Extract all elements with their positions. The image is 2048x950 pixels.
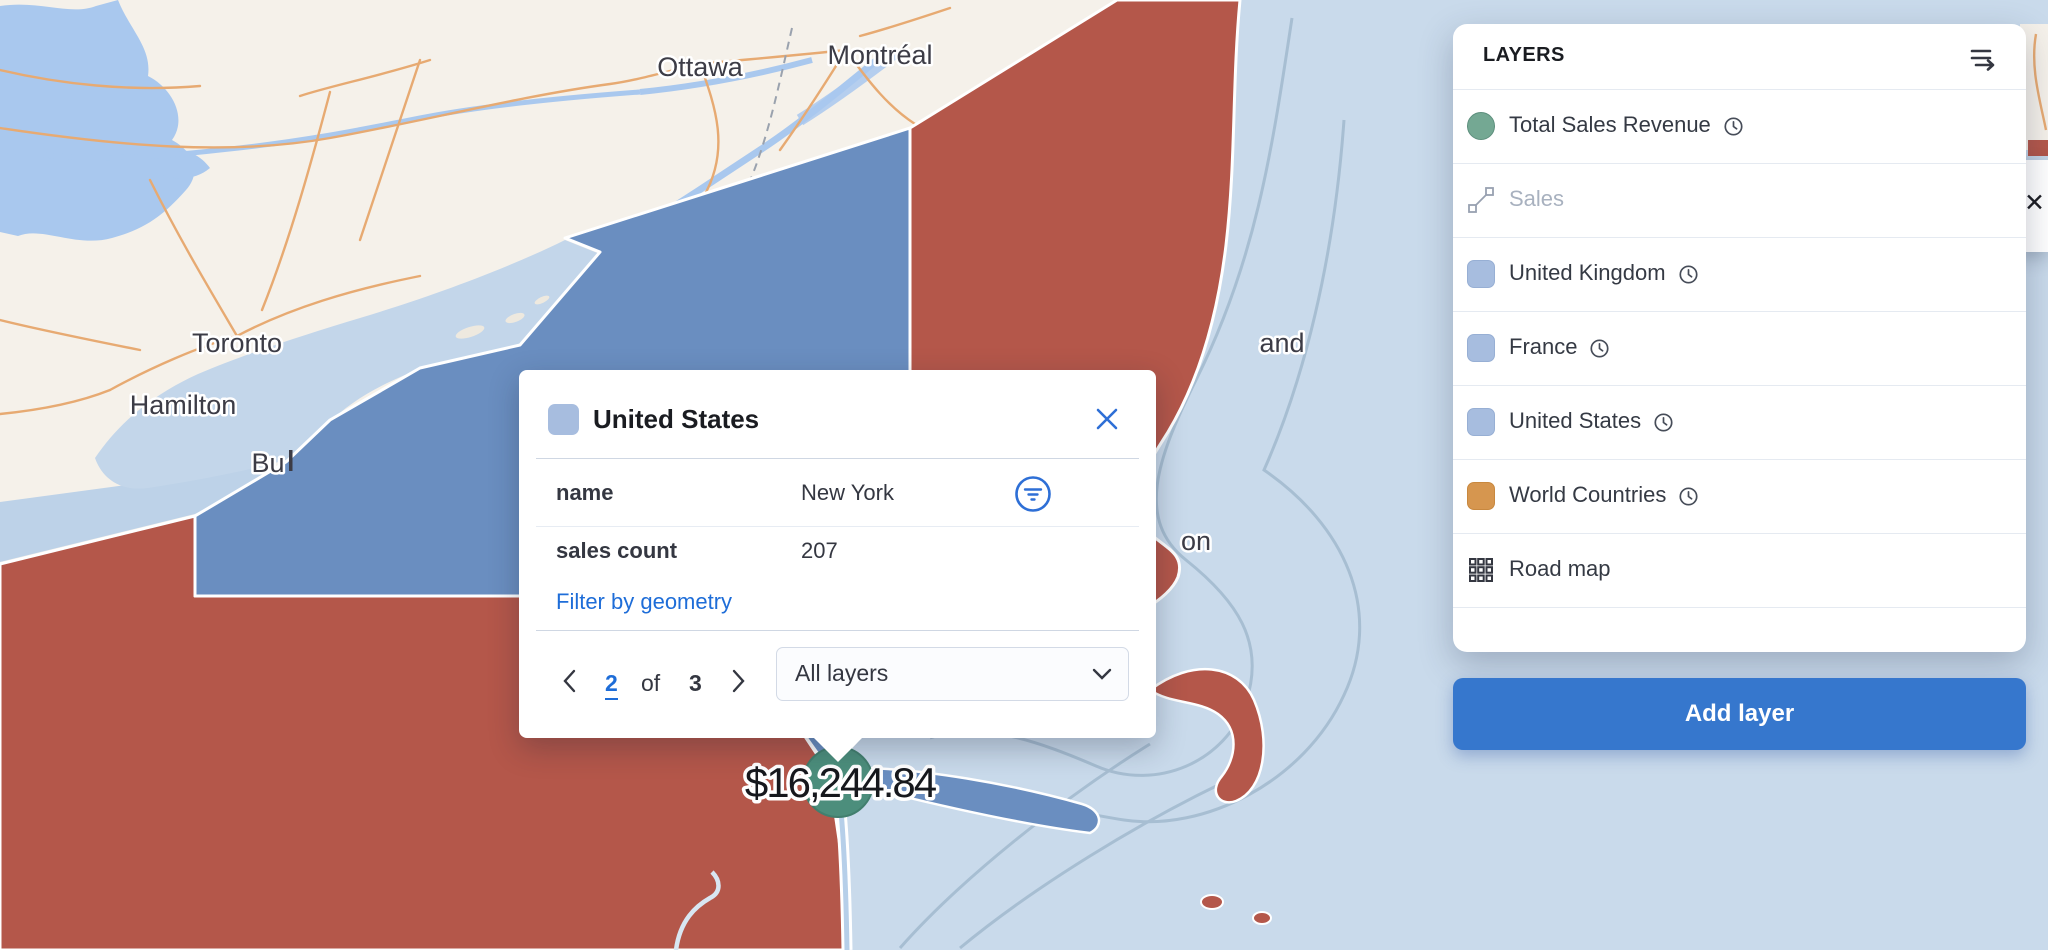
layer-label: France xyxy=(1509,334,1578,359)
polygon-layer-icon xyxy=(1467,334,1495,362)
island xyxy=(1200,894,1224,910)
lake-simcoe xyxy=(0,0,195,241)
page-current[interactable]: 2 xyxy=(605,670,618,700)
divider xyxy=(1453,607,2026,608)
layer-row-total-sales-revenue[interactable]: Total Sales Revenue xyxy=(1453,89,2026,163)
chevron-left-icon[interactable] xyxy=(561,668,577,694)
city-label-montreal: Montréal xyxy=(827,40,932,70)
layer-row-united-states[interactable]: United States xyxy=(1453,385,2026,459)
city-label-boston-partial: on xyxy=(1181,526,1211,556)
field-value: 207 xyxy=(801,538,838,563)
point-layer-icon xyxy=(1467,112,1495,140)
layer-filter-select-value: All layers xyxy=(795,660,889,686)
city-label-partial-and: and xyxy=(1259,328,1304,358)
layer-filter-select[interactable]: All layers xyxy=(776,647,1129,701)
clock-icon xyxy=(1679,487,1698,506)
divider xyxy=(1453,237,2026,238)
track-line-icon xyxy=(1468,187,1494,213)
lake-ontario xyxy=(95,240,600,489)
lake-erie xyxy=(0,466,282,562)
clock-icon xyxy=(1679,265,1698,284)
popup-pointer xyxy=(812,736,864,762)
divider xyxy=(536,630,1139,631)
field-label: name xyxy=(556,480,614,505)
layers-panel-header: LAYERS xyxy=(1453,24,2026,89)
feature-popup-title: United States xyxy=(593,404,760,434)
polygon-layer-icon xyxy=(1467,482,1495,510)
feature-popup: United States name New York sales count … xyxy=(519,370,1156,738)
city-label-toronto: Toronto xyxy=(192,328,282,358)
clock-icon xyxy=(1654,413,1673,432)
field-value: New York xyxy=(801,480,894,505)
revenue-marker-label: $16,244.84 xyxy=(745,759,937,806)
filter-by-geometry-link[interactable]: Filter by geometry xyxy=(556,589,733,614)
divider xyxy=(1453,163,2026,164)
layer-row-road-map[interactable]: Road map xyxy=(1453,533,2026,607)
close-icon[interactable] xyxy=(1094,406,1120,432)
chevron-right-icon[interactable] xyxy=(731,668,747,694)
popup-footer: 2 of 3 All layers xyxy=(519,630,1156,738)
layer-label: World Countries xyxy=(1509,482,1667,507)
feature-popup-header: United States xyxy=(519,370,1156,458)
divider xyxy=(1453,533,2026,534)
add-layer-button[interactable]: Add layer xyxy=(1453,678,2026,750)
layer-row-sales[interactable]: Sales xyxy=(1453,163,2026,237)
polygon-layer-icon xyxy=(1467,260,1495,288)
city-label-hamilton: Hamilton xyxy=(130,390,237,420)
divider xyxy=(1453,459,2026,460)
layer-label: United States xyxy=(1509,408,1642,433)
buffalo-clipped-letter xyxy=(289,450,293,471)
polygon-layer-icon xyxy=(1467,408,1495,436)
chevron-down-icon xyxy=(1092,668,1112,680)
layer-label: Total Sales Revenue xyxy=(1509,112,1711,137)
layer-row-world-countries[interactable]: World Countries xyxy=(1453,459,2026,533)
divider xyxy=(1453,311,2026,312)
close-icon[interactable]: ✕ xyxy=(2024,189,2045,217)
city-label-ottawa: Ottawa xyxy=(657,52,744,82)
grid-basemap-icon xyxy=(1469,558,1493,582)
long-island[interactable] xyxy=(856,766,1101,835)
layer-label: Sales xyxy=(1509,186,1565,211)
layer-label: United Kingdom xyxy=(1509,260,1666,285)
lake-islands xyxy=(455,295,550,339)
layer-row-united-kingdom[interactable]: United Kingdom xyxy=(1453,237,2026,311)
field-label: sales count xyxy=(556,538,678,563)
divider xyxy=(536,458,1139,459)
divider xyxy=(1453,385,2026,386)
layer-row-france[interactable]: France xyxy=(1453,311,2026,385)
layers-panel: LAYERS Total Sales Revenue Sales United … xyxy=(1453,24,2026,652)
layers-panel-title: LAYERS xyxy=(1483,44,1565,66)
collapse-panel-icon[interactable] xyxy=(1968,42,1998,72)
layer-color-swatch xyxy=(548,404,579,435)
delaware-river xyxy=(673,870,721,950)
layer-label: Road map xyxy=(1509,556,1611,581)
filter-value-icon[interactable] xyxy=(1014,475,1052,513)
divider xyxy=(536,526,1139,527)
cape-cod xyxy=(1147,667,1265,804)
page-of-label: of xyxy=(641,670,661,696)
divider xyxy=(1453,89,2026,90)
city-label-buffalo-partial: Bu xyxy=(251,448,284,478)
clock-icon xyxy=(1724,117,1743,136)
island xyxy=(1252,911,1272,925)
clock-icon xyxy=(1590,339,1609,358)
admin-boundary xyxy=(689,27,793,253)
page-total: 3 xyxy=(689,670,702,696)
